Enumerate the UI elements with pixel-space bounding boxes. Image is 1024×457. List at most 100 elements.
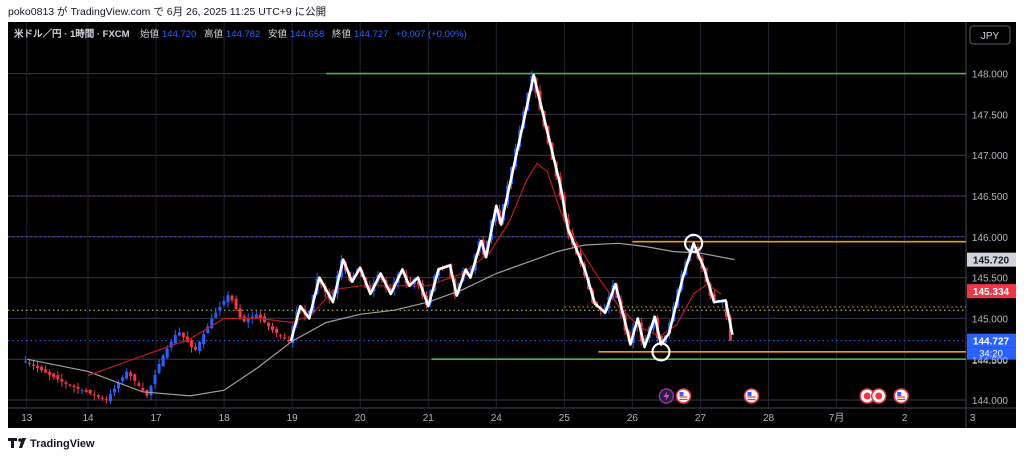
candle-body xyxy=(133,374,137,382)
candle xyxy=(173,329,177,345)
candle xyxy=(145,389,149,399)
candle xyxy=(40,365,44,373)
candle xyxy=(113,384,117,397)
candle-body xyxy=(283,337,287,339)
candle-body xyxy=(214,312,218,318)
y-tick-label: 145.500 xyxy=(972,274,1009,285)
candle-body xyxy=(40,366,44,371)
currency-button-box[interactable] xyxy=(969,25,1011,45)
candle xyxy=(299,309,303,315)
candle xyxy=(250,311,254,324)
candle-body xyxy=(177,332,181,336)
event-icons[interactable] xyxy=(658,388,909,404)
x-tick-labels: 13 14 17 18 19 20 21 24 25 26 27 28 7月 2 3 xyxy=(21,412,976,424)
tradingview-brand-text: TradingView xyxy=(30,438,95,450)
candle-body xyxy=(643,338,647,340)
candle-body xyxy=(246,319,250,323)
price-label-text: 145.334 xyxy=(973,287,1010,298)
candle xyxy=(254,310,258,319)
highlight-circle xyxy=(651,342,671,362)
candle-body xyxy=(254,314,258,319)
legend-close-value: 144.727 xyxy=(354,29,388,40)
candle-body xyxy=(153,374,157,384)
candle-body xyxy=(129,372,133,377)
candle xyxy=(275,326,279,338)
x-tick-label: 3 xyxy=(970,413,976,424)
candle xyxy=(234,295,238,312)
candle-body xyxy=(92,394,96,396)
legend-low-label: 安値 xyxy=(268,28,288,40)
candle-body xyxy=(44,369,48,373)
candle-body xyxy=(117,382,121,389)
candle-body xyxy=(149,385,153,396)
candle-body xyxy=(113,388,117,393)
legend-open-value: 144.720 xyxy=(162,29,196,40)
candle xyxy=(80,388,84,395)
candle-body xyxy=(141,387,145,391)
candle-body xyxy=(23,361,27,363)
candle-body xyxy=(194,346,198,350)
candle xyxy=(283,333,287,341)
candle-body xyxy=(157,363,161,373)
candle-body xyxy=(100,397,104,399)
target-center xyxy=(863,392,871,400)
x-tick-label: 24 xyxy=(491,413,503,424)
currency-button[interactable]: JPY xyxy=(969,25,1011,45)
candle xyxy=(96,394,100,400)
candle-body xyxy=(299,309,303,311)
x-tick-label: 2 xyxy=(902,413,908,424)
x-tick-label: 17 xyxy=(150,413,162,424)
candle-body xyxy=(56,375,60,380)
candle-body xyxy=(210,318,214,329)
candle xyxy=(133,373,137,386)
candle xyxy=(60,373,64,387)
chart-legend: 米ドル／円 · 1時間 · FXCM 始値 144.720 高値 144.782 安値 14… xyxy=(13,28,467,40)
tradingview-logo-slash xyxy=(19,438,26,448)
candle xyxy=(218,301,222,317)
legend-high-label: 高値 xyxy=(204,28,224,40)
candle xyxy=(230,294,234,303)
price-label-box xyxy=(967,333,1016,348)
candle-body xyxy=(169,341,173,348)
candle-body xyxy=(368,285,372,292)
candle xyxy=(226,291,230,308)
candle-body xyxy=(88,389,92,394)
legend-high-value: 144.782 xyxy=(226,29,260,40)
candle-body xyxy=(198,341,202,352)
candle-body xyxy=(36,365,40,369)
candle-body xyxy=(271,326,275,331)
candle-body xyxy=(266,322,270,327)
candle-body xyxy=(287,339,291,342)
candle-body xyxy=(660,336,664,341)
lightning-glyph xyxy=(663,391,670,401)
y-tick-label: 146.000 xyxy=(972,233,1009,244)
candle-body xyxy=(161,355,165,367)
candle xyxy=(190,339,194,353)
y-tick-label: 146.500 xyxy=(972,192,1009,203)
x-tick-label: 18 xyxy=(219,413,231,424)
tradingview-logo-dot xyxy=(18,438,22,442)
price-label-text: 145.720 xyxy=(973,256,1010,267)
currency-button-label: JPY xyxy=(981,31,1000,42)
candle xyxy=(84,387,88,394)
candle xyxy=(56,371,60,384)
candle xyxy=(121,375,125,385)
candle xyxy=(157,359,161,375)
candle xyxy=(258,311,262,323)
candle-body xyxy=(692,248,696,250)
candle xyxy=(202,329,206,349)
candle-body xyxy=(145,390,149,396)
price-label-box xyxy=(967,252,1016,267)
candle xyxy=(129,370,133,381)
target-center xyxy=(875,392,883,400)
x-tick-label: 21 xyxy=(423,413,435,424)
x-tick-label: 14 xyxy=(82,413,94,424)
candle-body xyxy=(27,362,31,364)
legend-close-label: 終値 xyxy=(332,28,352,40)
candle xyxy=(76,382,80,394)
price-tick-partial: 144.500 xyxy=(972,356,1009,367)
y-tick-label: 147.500 xyxy=(972,110,1009,121)
x-tick-label: 28 xyxy=(763,413,775,424)
